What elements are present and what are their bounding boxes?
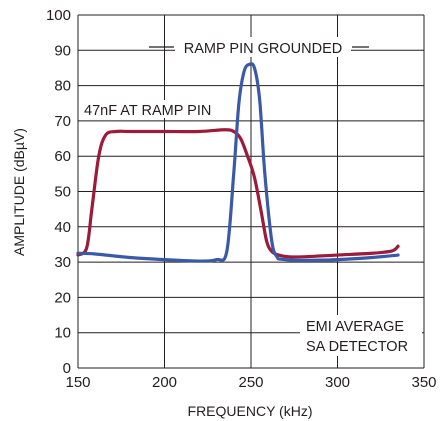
nf47-label-bg — [81, 100, 227, 118]
nf47-label: 47nF AT RAMP PIN — [84, 103, 211, 119]
y-tick-label-3: 30 — [54, 254, 71, 271]
x-tick-label-4: 350 — [411, 374, 436, 391]
x-tick-label-2: 250 — [238, 374, 263, 391]
ramp-grounded-label-bg — [175, 37, 351, 57]
ramp-grounded-label: RAMP PIN GROUNDED — [184, 41, 342, 57]
y-tick-label-4: 40 — [54, 219, 71, 236]
x-tick-label-0: 150 — [65, 374, 90, 391]
x-axis-ticks: 150 200 250 300 350 — [65, 374, 436, 391]
y-tick-label-5: 50 — [54, 184, 71, 201]
y-tick-label-6: 60 — [54, 148, 71, 165]
y-tick-label-10: 100 — [46, 7, 71, 24]
x-axis-label: FREQUENCY (kHz) — [188, 403, 313, 419]
y-tick-label-2: 20 — [54, 289, 71, 306]
y-axis-ticks: 0 10 20 30 40 50 60 70 80 90 100 — [46, 7, 71, 377]
detector-label-line1: EMI AVERAGE — [306, 319, 404, 335]
y-tick-label-1: 10 — [54, 325, 71, 342]
series-group — [76, 62, 400, 263]
y-tick-label-0: 0 — [63, 360, 71, 377]
y-tick-label-7: 70 — [54, 113, 71, 130]
series-47nf-ramp-pin — [76, 128, 400, 259]
x-tick-label-3: 300 — [325, 374, 350, 391]
detector-label-line2: SA DETECTOR — [306, 339, 408, 355]
y-tick-label-9: 90 — [54, 42, 71, 59]
series-ramp-pin-grounded — [76, 62, 400, 263]
grid — [77, 14, 425, 369]
x-tick-label-1: 200 — [152, 374, 177, 391]
y-tick-label-8: 80 — [54, 78, 71, 95]
detector-label-bg — [300, 315, 422, 356]
y-axis-label: AMPLITUDE (dBµV) — [11, 128, 27, 256]
